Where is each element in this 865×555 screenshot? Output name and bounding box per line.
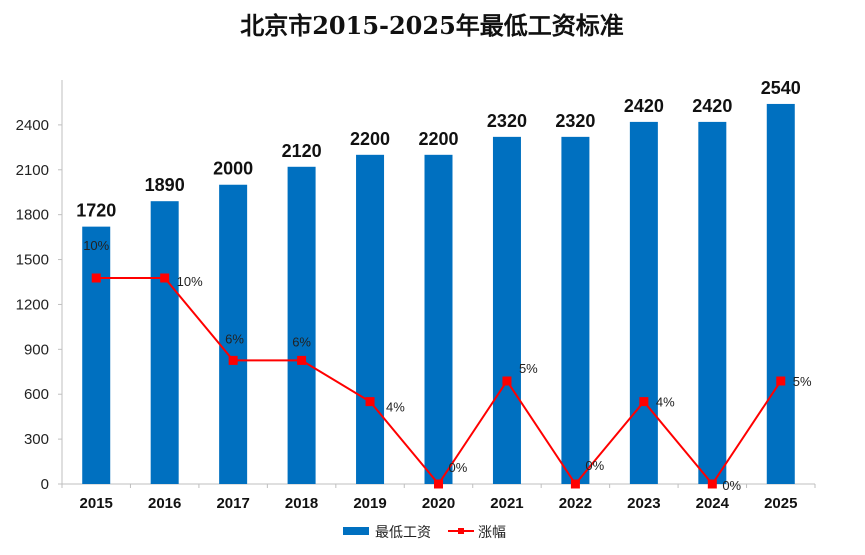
- bar-value-label: 2000: [213, 159, 253, 179]
- bar-value-label: 2540: [761, 78, 801, 98]
- bar: [561, 136, 590, 484]
- growth-value-label: 6%: [292, 334, 311, 349]
- bar-value-label: 2320: [487, 111, 527, 131]
- growth-value-label: 10%: [83, 238, 109, 253]
- bar-value-label: 2320: [555, 111, 595, 131]
- x-tick-label: 2018: [285, 495, 318, 512]
- growth-value-label: 6%: [225, 331, 244, 346]
- x-axis-ticks: 2015 2016 2017 2018 2019 2020 2021 2022 2023 2024…: [61, 484, 816, 512]
- bar-value-label: 2200: [350, 129, 390, 149]
- x-tick-label: 2025: [764, 495, 797, 512]
- legend: 最低工资 涨幅: [343, 525, 506, 541]
- chart-title: 北京市2015-2025年最低工资标准: [240, 11, 624, 40]
- growth-marker: [297, 355, 307, 365]
- growth-marker: [91, 273, 101, 283]
- bar-value-label: 2420: [624, 96, 664, 116]
- x-tick-label: 2015: [80, 495, 113, 512]
- bar-value-label: 1890: [145, 175, 185, 195]
- growth-value-label: 0%: [585, 458, 604, 473]
- y-tick-label: 1200: [16, 296, 49, 313]
- growth-value-label: 4%: [656, 395, 675, 410]
- growth-value-label: 4%: [386, 400, 405, 415]
- line-series-growth: [91, 273, 786, 489]
- x-tick-label: 2020: [422, 495, 455, 512]
- bar: [356, 154, 385, 484]
- x-tick-label: 2016: [148, 495, 181, 512]
- bar: [766, 103, 795, 485]
- bar: [629, 121, 658, 484]
- x-tick-label: 2023: [627, 495, 660, 512]
- bar-value-label: 2200: [418, 129, 458, 149]
- growth-marker: [502, 376, 512, 386]
- growth-value-labels: 10% 10% 6% 6% 4% 0% 5% 0% 4% 0% 5%: [83, 238, 812, 493]
- growth-value-label: 10%: [177, 274, 203, 289]
- y-axis-ticks: 0 300 600 900 1200 1500 1800 2100 2400: [16, 117, 62, 493]
- growth-marker: [160, 273, 170, 283]
- y-tick-label: 900: [24, 341, 49, 358]
- bar-value-label: 2420: [692, 96, 732, 116]
- x-tick-label: 2024: [696, 495, 730, 512]
- x-tick-label: 2021: [490, 495, 523, 512]
- growth-value-label: 5%: [793, 374, 812, 389]
- y-tick-label: 2400: [16, 117, 49, 134]
- growth-marker: [776, 376, 786, 386]
- bar: [219, 184, 248, 485]
- bar: [698, 121, 727, 484]
- y-tick-label: 2100: [16, 162, 49, 179]
- bar: [82, 226, 111, 485]
- x-tick-label: 2022: [559, 495, 592, 512]
- y-tick-label: 1800: [16, 207, 49, 224]
- legend-swatch-wage: [343, 527, 369, 535]
- growth-marker: [639, 397, 649, 407]
- growth-value-label: 0%: [722, 478, 741, 493]
- growth-value-label: 5%: [519, 361, 538, 376]
- growth-marker: [365, 397, 375, 407]
- bar: [492, 136, 521, 484]
- legend-label-wage: 最低工资: [375, 525, 431, 541]
- bar-value-label: 1720: [76, 201, 116, 221]
- bar-value-labels: 1720 1890 2000 2120 2200 2200 2320 2320 2420 2420…: [76, 78, 801, 221]
- y-tick-label: 600: [24, 386, 49, 403]
- bar-series-wage: [82, 103, 795, 485]
- growth-marker: [434, 479, 443, 489]
- bar-value-label: 2120: [282, 141, 322, 161]
- x-tick-label: 2017: [216, 495, 249, 512]
- bar: [150, 201, 179, 484]
- growth-marker: [707, 479, 717, 489]
- y-tick-label: 300: [24, 431, 49, 448]
- bar: [287, 166, 316, 484]
- growth-value-label: 0%: [449, 460, 468, 475]
- legend-swatch-growth-marker: [458, 528, 464, 534]
- y-tick-label: 1500: [16, 252, 49, 269]
- growth-marker: [228, 355, 238, 365]
- bar: [424, 154, 453, 484]
- legend-label-growth: 涨幅: [478, 525, 506, 541]
- y-tick-label: 0: [41, 476, 49, 493]
- x-tick-label: 2019: [353, 495, 386, 512]
- growth-marker: [570, 479, 580, 489]
